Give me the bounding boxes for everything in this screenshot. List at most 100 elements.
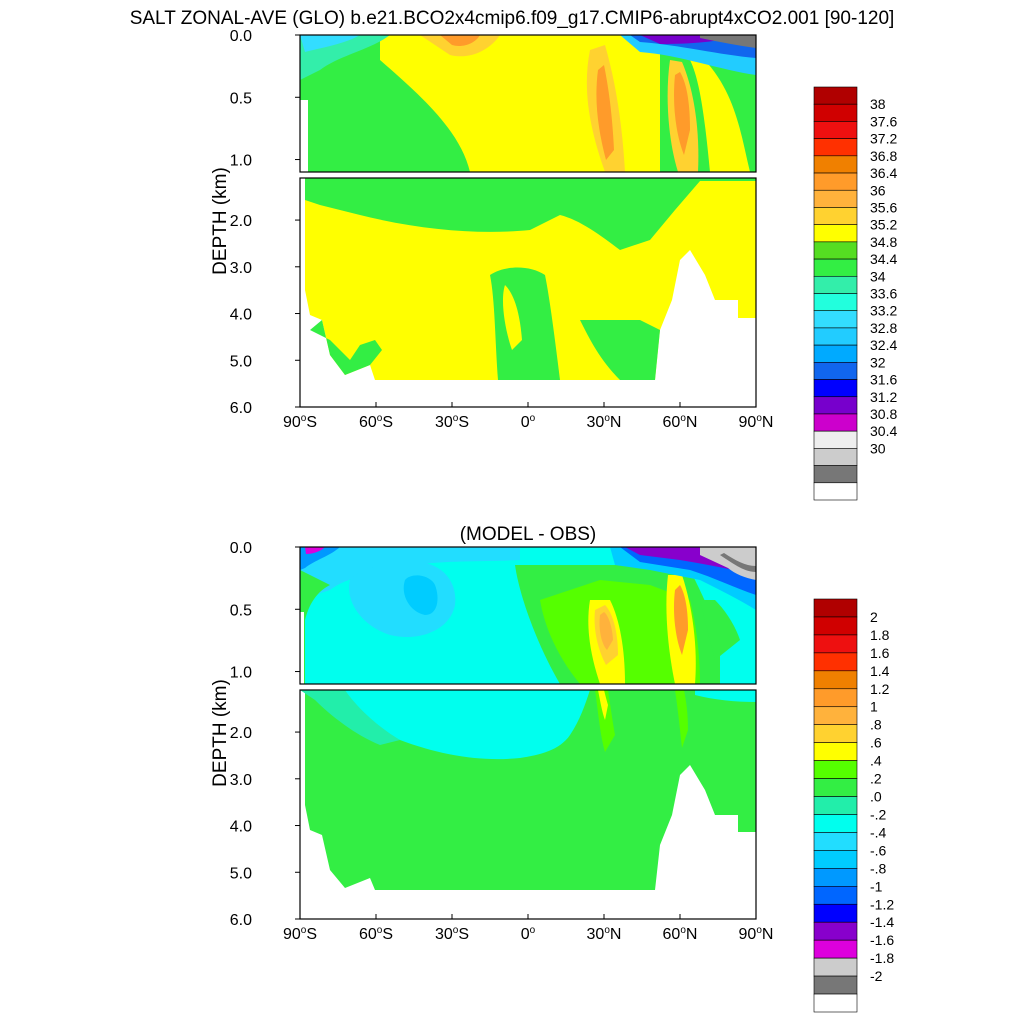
colorbar-swatch xyxy=(813,207,858,225)
field-fill xyxy=(700,600,740,660)
y-tick-label: 1.0 xyxy=(230,665,252,682)
colorbar-swatch xyxy=(813,598,858,618)
field-fill xyxy=(300,690,400,745)
field-fill xyxy=(300,570,330,684)
colorbar-label: .2 xyxy=(870,771,882,787)
colorbar-swatch xyxy=(813,939,858,959)
field-fill xyxy=(700,547,756,580)
colorbar-label: .0 xyxy=(870,789,882,805)
figure-title: SALT ZONAL-AVE (GLO) b.e21.BCO2x4cmip6.f… xyxy=(130,8,895,29)
panel-title: (MODEL - OBS) xyxy=(460,524,597,545)
field-fill xyxy=(305,547,325,554)
y-tick-label: 4.0 xyxy=(230,819,252,836)
colorbar-swatch xyxy=(813,224,858,243)
y-tick-label: 4.0 xyxy=(230,307,252,324)
colorbar-swatch xyxy=(813,616,858,636)
field-fill xyxy=(596,65,614,160)
colorbar-swatch xyxy=(813,993,858,1013)
colorbar-label: 35.2 xyxy=(870,217,897,233)
bottom-lower-field xyxy=(300,690,756,919)
colorbar-label: -.6 xyxy=(870,842,887,858)
colorbar-swatch xyxy=(813,275,858,294)
y-tick-label: 3.0 xyxy=(230,772,252,789)
colorbar-label: 37.2 xyxy=(870,131,897,147)
field-fill xyxy=(300,100,308,172)
x-tick-label: 30oS xyxy=(435,413,469,431)
colorbar-label: 36.4 xyxy=(870,165,897,181)
colorbar-swatch xyxy=(813,344,858,363)
x-tick-label: 0o xyxy=(521,413,536,431)
colorbar-swatch xyxy=(813,778,858,797)
x-tick-label: 90oN xyxy=(739,413,774,431)
colorbar-swatch xyxy=(813,327,858,346)
colorbar-label: 31.2 xyxy=(870,389,897,405)
colorbar-swatch xyxy=(813,396,858,415)
colorbar-swatch xyxy=(813,850,858,869)
colorbar-swatch xyxy=(813,724,858,743)
colorbar-swatch xyxy=(813,448,858,466)
colorbar-label: 30 xyxy=(870,440,886,456)
colorbar-label: 32.4 xyxy=(870,337,897,353)
colorbar-swatch xyxy=(813,832,858,851)
colorbar-label: -1.4 xyxy=(870,914,894,930)
colorbar-label: -1.2 xyxy=(870,896,894,912)
y-axis-label: DEPTH (km) xyxy=(210,167,231,275)
colorbar-label: 35.6 xyxy=(870,199,897,215)
colorbar-label: 33.2 xyxy=(870,303,897,319)
field-fill xyxy=(300,35,360,52)
y-tick-label: 2.0 xyxy=(230,213,252,230)
colorbar-label: .6 xyxy=(870,735,882,751)
y-tick-label: 0.5 xyxy=(230,602,252,619)
field-fill xyxy=(598,690,608,720)
y-tick-label: 6.0 xyxy=(230,400,252,417)
field-fill xyxy=(580,320,660,380)
colorbar-swatch xyxy=(813,310,858,329)
colorbar-swatch xyxy=(813,688,858,708)
y-tick-label: 0.0 xyxy=(230,540,252,557)
colorbar-swatch xyxy=(813,103,858,122)
y-tick-label: 5.0 xyxy=(230,865,252,882)
colorbar-label: 1 xyxy=(870,699,878,715)
colorbar-swatch xyxy=(813,482,858,501)
field-fill xyxy=(502,285,522,350)
colorbar-swatch xyxy=(813,652,858,672)
colorbar-swatch xyxy=(813,155,858,174)
colorbar-swatch xyxy=(813,121,858,139)
colorbar-swatch xyxy=(813,742,858,761)
upper-axes-frame xyxy=(299,34,757,173)
colorbar-swatch xyxy=(813,430,858,449)
colorbar-label: -.8 xyxy=(870,860,887,876)
x-tick-label: 60oN xyxy=(663,413,698,431)
x-tick-label: 90oS xyxy=(283,925,317,943)
field-fill xyxy=(695,690,756,702)
colorbar-label: 2 xyxy=(870,609,878,625)
bottom-panel-axes: (MODEL - OBS)0.00.51.02.03.04.05.06.0DEP… xyxy=(210,524,894,1013)
y-tick-label: 5.0 xyxy=(230,353,252,370)
colorbar-label: .4 xyxy=(870,753,882,769)
colorbar-label: 36 xyxy=(870,182,886,198)
colorbar-swatch xyxy=(813,362,858,380)
colorbar-label: 34.8 xyxy=(870,234,897,250)
field-fill xyxy=(403,575,438,615)
colorbar-label: 38 xyxy=(870,96,886,112)
colorbar-swatch xyxy=(813,189,858,208)
colorbar-label: 37.6 xyxy=(870,113,897,129)
colorbar-label: 30.4 xyxy=(870,423,897,439)
colorbar-label: -.2 xyxy=(870,806,887,822)
x-tick-label: 60oN xyxy=(663,925,698,943)
upper-axes-frame xyxy=(299,546,757,685)
field-fill xyxy=(305,178,756,250)
colorbar-label: 1.4 xyxy=(870,663,890,679)
x-tick-label: 30oS xyxy=(435,925,469,943)
colorbar-swatch xyxy=(813,706,858,725)
field-fill xyxy=(310,320,382,375)
colorbar-swatch xyxy=(813,903,858,923)
x-tick-label: 60oS xyxy=(359,413,393,431)
x-tick-label: 60oS xyxy=(359,925,393,943)
y-tick-label: 6.0 xyxy=(230,912,252,929)
field-fill xyxy=(674,72,690,155)
colorbar-label: 1.2 xyxy=(870,681,890,697)
